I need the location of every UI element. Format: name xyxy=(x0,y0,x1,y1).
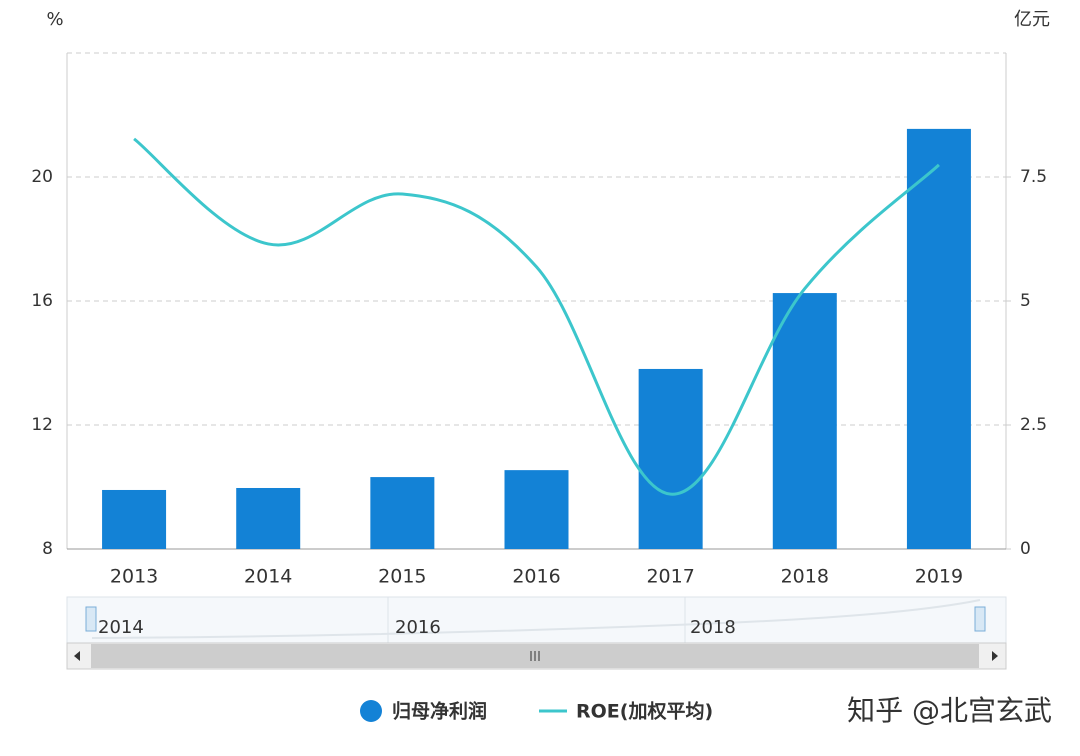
x-tick-label: 2017 xyxy=(646,566,694,588)
slider-handle[interactable] xyxy=(974,606,986,632)
y-tick-label: 8 xyxy=(42,539,53,559)
x-tick-label: 2019 xyxy=(915,566,963,588)
x-tick-label: 2013 xyxy=(110,566,158,588)
bar xyxy=(102,489,167,549)
y-axis-unit: % xyxy=(46,9,63,30)
bar xyxy=(370,477,435,549)
slider-label: 2014 xyxy=(98,617,144,638)
legend-marker xyxy=(360,700,382,722)
x-tick-label: 2014 xyxy=(244,566,292,588)
zoom-slider[interactable] xyxy=(66,596,1007,670)
y2-tick-label: 5 xyxy=(1020,291,1031,311)
bar xyxy=(772,293,837,549)
bar xyxy=(504,470,569,549)
slider-label: 2018 xyxy=(690,617,736,638)
bar xyxy=(906,128,971,549)
scroll-right[interactable] xyxy=(992,651,998,661)
y2-tick-label: 2.5 xyxy=(1020,415,1047,435)
y-tick-label: 12 xyxy=(31,415,53,435)
y-tick-label: 20 xyxy=(31,167,53,187)
x-tick-label: 2016 xyxy=(512,566,560,588)
y2-tick-label: 0 xyxy=(1020,539,1031,559)
line xyxy=(133,137,940,496)
y-tick-label: 16 xyxy=(31,291,53,311)
slider-label: 2016 xyxy=(395,617,441,638)
legend-label: ROE(加权平均) xyxy=(576,700,713,723)
scrollbar-grip xyxy=(530,651,540,661)
slider-track[interactable] xyxy=(66,596,1007,644)
watermark: 知乎 @北宫玄武 xyxy=(847,694,1052,727)
bar xyxy=(236,487,301,549)
legend-label: 归母净利润 xyxy=(392,700,487,723)
scroll-left[interactable] xyxy=(74,651,80,661)
slider-preview xyxy=(91,599,981,639)
slider-handle[interactable] xyxy=(85,606,97,632)
y2-tick-label: 7.5 xyxy=(1020,167,1047,187)
y2-axis-unit: 亿元 xyxy=(1014,9,1050,30)
x-tick-label: 2018 xyxy=(781,566,829,588)
x-tick-label: 2015 xyxy=(378,566,426,588)
bar xyxy=(638,368,703,549)
